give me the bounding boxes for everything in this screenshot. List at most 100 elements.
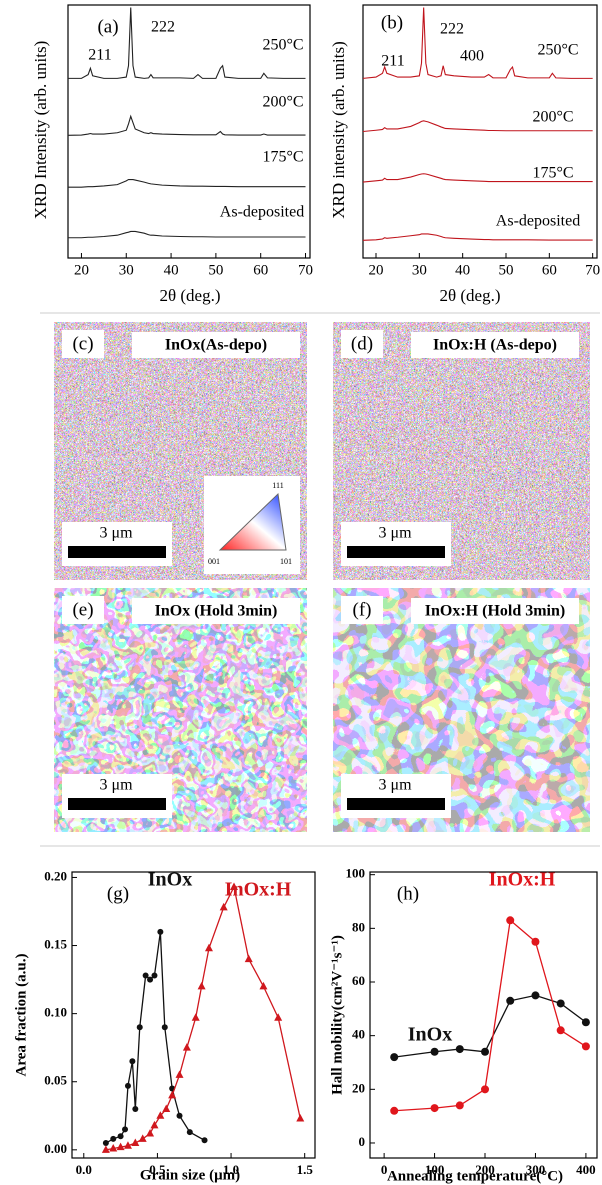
panel-title: InOx (Hold 3min) (155, 603, 278, 620)
scale-bar (68, 798, 166, 810)
x-tick-label: 50 (208, 262, 223, 278)
y-axis-label: XRD Intensity (arb. units) (31, 41, 50, 219)
marker (151, 973, 157, 979)
marker (183, 1043, 191, 1051)
marker (431, 1048, 439, 1056)
x-tick-label: 60 (253, 262, 268, 278)
marker (168, 1091, 176, 1099)
series-label: 250°C (262, 37, 303, 54)
series-label: 175°C (262, 149, 303, 166)
y-tick-label: 40 (352, 1027, 365, 1042)
inset-label: 101 (280, 557, 292, 566)
x-axis-label: 2θ (deg.) (159, 286, 220, 305)
marker (131, 1139, 139, 1147)
panel-label: (c) (72, 333, 93, 354)
marker (506, 916, 514, 924)
marker (146, 1129, 154, 1137)
series-label: As-deposited (220, 204, 304, 221)
marker (139, 1134, 147, 1142)
figure: (c)InOx(As-depo)3 μm111001101(d)InOx:H (… (0, 0, 602, 1185)
series-line (394, 920, 586, 1110)
marker (557, 1026, 565, 1034)
marker (137, 1024, 143, 1030)
series-label: InOx:H (225, 879, 292, 901)
series-line (68, 180, 306, 188)
marker (143, 973, 149, 979)
page: (c)InOx(As-depo)3 μm111001101(d)InOx:H (… (0, 0, 602, 1185)
y-tick-label: 0.05 (44, 1073, 67, 1088)
marker (176, 1070, 184, 1078)
marker (162, 1024, 168, 1030)
y-tick-label: 0 (359, 1134, 366, 1149)
panel-label: (d) (351, 333, 373, 354)
scale-text: 3 μm (99, 777, 133, 794)
marker (205, 944, 213, 952)
scale-bar (347, 798, 445, 810)
x-tick-label: 40 (164, 262, 179, 278)
x-tick-label: 30 (119, 262, 134, 278)
scale-bar (68, 546, 166, 558)
x-axis-label: Annealing temperature(°C) (387, 1168, 563, 1184)
y-axis-label: XRD intensity (arb. units) (329, 41, 348, 219)
series-line (68, 116, 306, 135)
y-tick-label: 0.00 (44, 1141, 67, 1156)
marker (557, 999, 565, 1007)
marker (582, 1042, 590, 1050)
series-label: InOx (148, 869, 192, 891)
marker (506, 997, 514, 1005)
marker (198, 982, 206, 990)
peak-label: 222 (151, 19, 175, 36)
panel-label: (e) (72, 599, 93, 620)
x-axis-label: Grain size (μm) (140, 1167, 240, 1183)
marker (132, 1106, 138, 1112)
marker (202, 1137, 208, 1143)
panel-label: (b) (381, 12, 403, 33)
marker (162, 1104, 170, 1112)
marker (582, 1018, 590, 1026)
x-tick-label: 0.0 (76, 1162, 92, 1177)
series-label: 250°C (537, 42, 578, 59)
y-tick-label: 0.20 (44, 868, 67, 883)
marker (456, 1045, 464, 1053)
marker (481, 1048, 489, 1056)
peak-label: 222 (440, 21, 464, 38)
marker (187, 1129, 193, 1135)
series-label: InOx (408, 1024, 452, 1046)
x-tick-label: 30 (412, 262, 427, 278)
marker (125, 1083, 131, 1089)
marker (192, 1013, 200, 1021)
series-label: 175°C (532, 165, 573, 182)
marker (177, 1113, 183, 1119)
plot-frame (370, 872, 597, 1158)
panel-title: InOx:H (Hold 3min) (425, 603, 565, 620)
marker (456, 1101, 464, 1109)
marker (274, 1013, 282, 1021)
x-tick-label: 70 (298, 262, 313, 278)
inset-label: 111 (272, 481, 283, 490)
x-tick-label: 20 (369, 262, 384, 278)
y-tick-label: 0.10 (44, 1005, 67, 1020)
peak-label: 211 (88, 47, 111, 64)
series-label: InOx:H (489, 869, 556, 891)
series-label: 200°C (532, 109, 573, 126)
x-tick-label: 400 (576, 1162, 596, 1177)
marker (390, 1053, 398, 1061)
scale-text: 3 μm (378, 777, 412, 794)
x-tick-label: 1.5 (297, 1162, 314, 1177)
inset-label: 001 (208, 557, 220, 566)
x-tick-label: 50 (499, 262, 514, 278)
panel-label: (g) (107, 883, 129, 904)
y-tick-label: 80 (352, 919, 365, 934)
marker (481, 1085, 489, 1093)
y-axis-label: Hall mobility(cm²V⁻¹s⁻¹) (329, 935, 345, 1095)
series-label: As-deposited (496, 213, 580, 230)
marker (122, 1126, 128, 1132)
y-tick-label: 60 (352, 973, 365, 988)
x-tick-label: 60 (542, 262, 557, 278)
marker (118, 1133, 124, 1139)
marker (147, 977, 153, 983)
panel-title: InOx:H (As-depo) (433, 337, 557, 354)
marker (296, 1114, 304, 1122)
x-tick-label: 40 (455, 262, 470, 278)
y-axis-label: Area fraction (a.u.) (13, 953, 29, 1076)
